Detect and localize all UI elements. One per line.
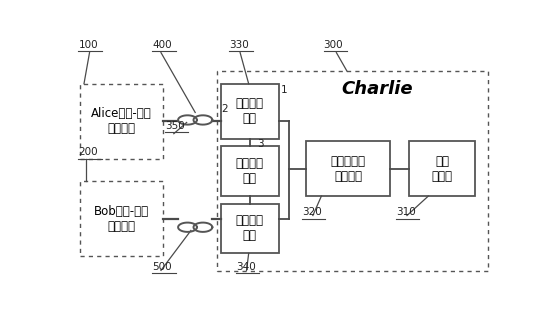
Text: 双脉冲序列
产生模块: 双脉冲序列 产生模块 (331, 155, 365, 183)
Text: Bob时间-相位
编码模块: Bob时间-相位 编码模块 (94, 204, 149, 233)
Bar (79, 84, 163, 159)
Text: 500: 500 (152, 262, 172, 272)
Text: 200: 200 (78, 147, 98, 157)
Text: Alice时间-相位
编码模块: Alice时间-相位 编码模块 (91, 107, 152, 135)
Bar (221, 203, 279, 253)
Text: 310: 310 (396, 207, 416, 217)
Text: 350: 350 (165, 121, 185, 131)
Bar (221, 84, 279, 139)
Text: 2: 2 (221, 104, 227, 114)
Text: Charlie: Charlie (341, 80, 413, 98)
Text: 330: 330 (230, 40, 249, 50)
Text: 400: 400 (152, 40, 172, 50)
Text: 320: 320 (302, 207, 322, 217)
Bar (409, 141, 475, 196)
Text: 连续
激光器: 连续 激光器 (432, 155, 453, 183)
Bar (306, 141, 390, 196)
Text: 340: 340 (236, 262, 256, 272)
Text: 100: 100 (78, 40, 98, 50)
Text: 300: 300 (323, 40, 343, 50)
Bar (221, 146, 279, 196)
Text: 光路选择
器件: 光路选择 器件 (236, 214, 264, 242)
Bar (216, 71, 489, 271)
Text: 3: 3 (257, 139, 264, 149)
Text: 贝尔测量
装置: 贝尔测量 装置 (236, 157, 264, 185)
Bar (79, 181, 163, 256)
Text: 1: 1 (280, 85, 287, 95)
Text: 光路选择
器件: 光路选择 器件 (236, 97, 264, 125)
